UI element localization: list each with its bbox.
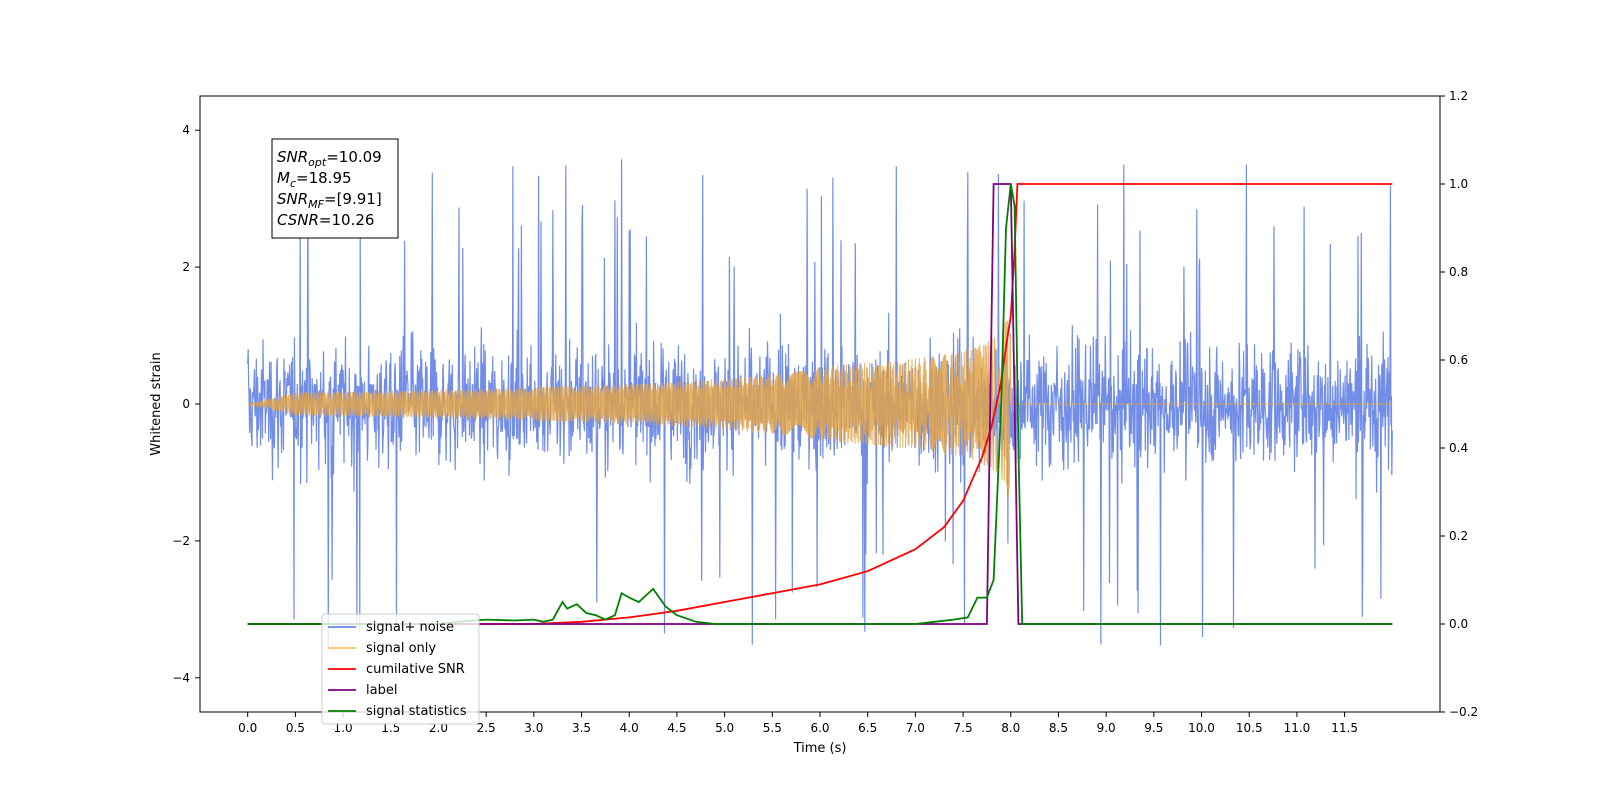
signal-only-line (247, 320, 1393, 496)
x-tick-label: 0.5 (286, 721, 305, 735)
y-tick-label: 4 (182, 123, 190, 137)
x-tick-label: 0.0 (238, 721, 257, 735)
x-tick-label: 7.0 (906, 721, 925, 735)
y-tick-label: −4 (172, 671, 190, 685)
x-axis-label: Time (s) (793, 741, 847, 756)
annotation-box: SNRopt=10.09Mc=18.95SNRMF=[9.91]CSNR=10.… (271, 138, 399, 239)
annotation-line: SNRMF=[9.91] (277, 190, 382, 211)
x-tick-label: 10.5 (1236, 721, 1263, 735)
annotation-frame (271, 138, 399, 239)
y-right-tick-label: 1.2 (1449, 89, 1468, 103)
annotation-line: CSNR=10.26 (277, 211, 374, 229)
y-right-tick-label: 0.4 (1449, 441, 1468, 455)
legend-label: cumilative SNR (366, 662, 465, 677)
y-right-tick-label: 0.6 (1449, 353, 1468, 367)
x-tick-label: 7.5 (954, 721, 973, 735)
y-tick-label: −2 (172, 534, 190, 548)
x-tick-label: 8.5 (1049, 721, 1068, 735)
x-tick-label: 6.5 (858, 721, 877, 735)
series-signal-only (247, 320, 1393, 496)
y-right-tick-label: −0.2 (1449, 705, 1478, 719)
x-tick-label: 4.5 (667, 721, 686, 735)
y-right-tick-label: 1.0 (1449, 177, 1468, 191)
x-tick-label: 4.0 (620, 721, 639, 735)
cumulative-snr-line (247, 183, 1393, 625)
legend: signal+ noise signal only cumilative SNR la… (321, 613, 480, 725)
y-axis-right: 1.2 1.0 0.8 0.6 0.4 0.2 0.0 −0.2 (1440, 89, 1478, 719)
y-axis-left: 4 2 0 −2 −4 (172, 123, 200, 685)
annotation-line: SNRopt=10.09 (277, 148, 382, 169)
x-tick-label: 5.5 (763, 721, 782, 735)
y-right-tick-label: 0.8 (1449, 265, 1468, 279)
x-tick-label: 5.0 (715, 721, 734, 735)
x-tick-label: 6.0 (810, 721, 829, 735)
x-tick-label: 11.0 (1284, 721, 1311, 735)
x-tick-label: 11.5 (1331, 721, 1358, 735)
y-tick-label: 2 (182, 260, 190, 274)
x-tick-label: 8.0 (1001, 721, 1020, 735)
legend-label: signal only (366, 641, 436, 656)
x-tick-label: 3.5 (572, 721, 591, 735)
x-tick-label: 3.0 (524, 721, 543, 735)
legend-frame (321, 613, 480, 725)
legend-label: signal+ noise (366, 620, 454, 635)
x-tick-label: 10.0 (1188, 721, 1215, 735)
legend-label: signal statistics (366, 704, 467, 719)
y-right-tick-label: 0.2 (1449, 529, 1468, 543)
annotation-line: Mc=18.95 (277, 169, 352, 190)
y-right-tick-label: 0.0 (1449, 617, 1468, 631)
series-lines (247, 183, 1393, 625)
signal-statistics-line (247, 183, 1393, 625)
y-tick-label: 0 (182, 397, 190, 411)
y-axis-label: Whitened strain (149, 352, 164, 455)
x-tick-label: 9.0 (1097, 721, 1116, 735)
legend-label: label (366, 683, 397, 698)
x-tick-label: 9.5 (1144, 721, 1163, 735)
x-tick-label: 2.5 (477, 721, 496, 735)
